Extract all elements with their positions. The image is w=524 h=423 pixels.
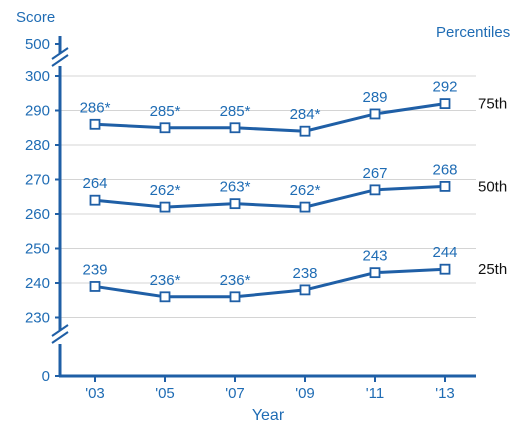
y-tick-label: 240 bbox=[25, 275, 50, 292]
data-label: 262* bbox=[290, 182, 321, 199]
x-tick-labels: '03 '05 '07 '09 '11 '13 bbox=[85, 385, 455, 402]
data-point-marker bbox=[369, 267, 381, 279]
data-label: 236* bbox=[150, 272, 181, 289]
axis-break-mark bbox=[51, 331, 69, 344]
series-label: 50th bbox=[478, 178, 507, 195]
gridlines bbox=[60, 75, 476, 318]
data-label: 236* bbox=[220, 272, 251, 289]
y-axis-title: Score bbox=[16, 9, 55, 26]
data-label: 262* bbox=[150, 182, 181, 199]
y-tick-label: 500 bbox=[25, 36, 50, 53]
data-label: 264 bbox=[82, 175, 107, 192]
series-label: 25th bbox=[478, 261, 507, 278]
data-label: 285* bbox=[220, 103, 251, 120]
series-line bbox=[94, 267, 446, 299]
data-point-marker bbox=[299, 125, 311, 137]
y-tick-label: 0 bbox=[42, 368, 50, 385]
data-point-marker bbox=[229, 291, 241, 303]
series-line bbox=[94, 102, 446, 133]
data-point-marker bbox=[299, 284, 311, 296]
data-point-marker bbox=[229, 122, 241, 134]
data-label: 239 bbox=[82, 261, 107, 278]
data-point-marker bbox=[369, 108, 381, 120]
y-tick-label: 300 bbox=[25, 68, 50, 85]
data-label: 292 bbox=[432, 79, 457, 96]
y-tick-labels: 0 230 240 250 260 270 280 290 300 500 bbox=[25, 36, 50, 385]
data-label: 263* bbox=[220, 179, 251, 196]
data-label: 244 bbox=[432, 244, 457, 261]
data-point-marker bbox=[439, 263, 451, 275]
data-point-marker bbox=[159, 291, 171, 303]
data-label: 268 bbox=[432, 161, 457, 178]
data-point-marker bbox=[89, 194, 101, 206]
x-tick-label: '07 bbox=[225, 385, 245, 402]
data-point-marker bbox=[299, 201, 311, 213]
axis-break-mark bbox=[51, 54, 69, 67]
data-label: 238 bbox=[292, 265, 317, 282]
y-tick-label: 290 bbox=[25, 103, 50, 120]
data-point-marker bbox=[369, 184, 381, 196]
series-label: 75th bbox=[478, 96, 507, 113]
x-tick-label: '03 bbox=[85, 385, 105, 402]
x-tick-label: '11 bbox=[366, 385, 384, 402]
y-tick-label: 260 bbox=[25, 206, 50, 223]
x-tick-label: '09 bbox=[295, 385, 315, 402]
x-tick-label: '13 bbox=[435, 385, 455, 402]
axes bbox=[51, 36, 476, 382]
data-point-marker bbox=[159, 122, 171, 134]
data-label: 286* bbox=[80, 99, 111, 116]
data-point-marker bbox=[89, 281, 101, 292]
data-label: 267 bbox=[362, 165, 387, 182]
data-point-marker bbox=[439, 98, 451, 109]
y-tick-label: 250 bbox=[25, 241, 50, 258]
x-axis-title: Year bbox=[252, 407, 285, 423]
y-tick-label: 280 bbox=[25, 137, 50, 154]
data-point-marker bbox=[89, 118, 101, 130]
data-point-marker bbox=[159, 201, 171, 213]
y-tick-label: 230 bbox=[25, 310, 50, 327]
data-label: 284* bbox=[290, 106, 321, 123]
axis-break-mark bbox=[51, 47, 69, 60]
legend-title: Percentiles bbox=[436, 24, 510, 41]
data-label: 289 bbox=[362, 89, 387, 106]
x-tick-label: '05 bbox=[155, 385, 175, 402]
series-group: 286* 285* 285* 284* 289 292 75th 264 262* 263* 262… bbox=[80, 79, 507, 303]
data-point-marker bbox=[229, 198, 241, 210]
data-label: 285* bbox=[150, 103, 181, 120]
data-label: 243 bbox=[362, 248, 387, 265]
y-tick-label: 270 bbox=[25, 172, 50, 189]
series-line bbox=[94, 184, 446, 209]
axis-break-mark bbox=[51, 324, 69, 337]
data-point-marker bbox=[439, 180, 451, 192]
